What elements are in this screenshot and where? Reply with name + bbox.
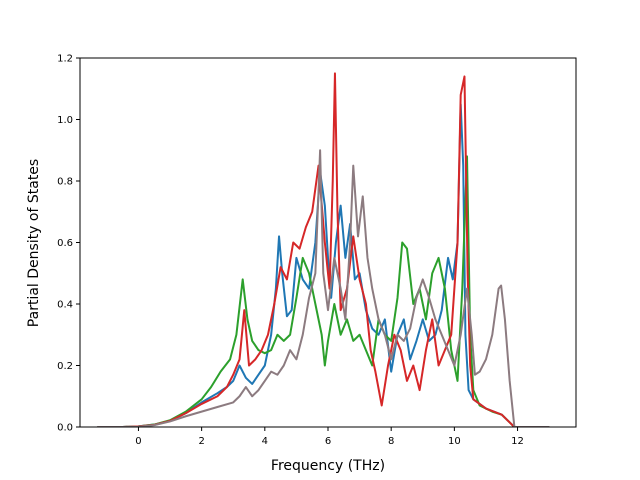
x-tick-label: 0 bbox=[135, 436, 141, 447]
x-tick-label: 8 bbox=[388, 436, 394, 447]
x-tick-label: 4 bbox=[262, 436, 268, 447]
y-axis: 0.0 0.2 0.4 0.6 0.8 1.0 1.2 bbox=[57, 54, 80, 434]
y-tick-label: 0.4 bbox=[57, 300, 73, 311]
series-layer bbox=[97, 72, 550, 427]
y-tick-label: 1.2 bbox=[57, 54, 73, 65]
x-tick-label: 6 bbox=[325, 436, 331, 447]
series-line-4 bbox=[97, 149, 550, 427]
series-line-3 bbox=[97, 72, 550, 427]
x-axis: 0 2 4 6 8 10 12 bbox=[135, 427, 524, 447]
y-tick-label: 0.8 bbox=[57, 177, 73, 188]
y-tick-label: 1.0 bbox=[57, 115, 73, 126]
y-tick-label: 0.2 bbox=[57, 361, 73, 372]
x-axis-label: Frequency (THz) bbox=[271, 458, 385, 474]
y-tick-label: 0.6 bbox=[57, 238, 73, 249]
y-tick-label: 0.0 bbox=[57, 423, 73, 434]
x-tick-label: 2 bbox=[198, 436, 204, 447]
x-tick-label: 12 bbox=[511, 436, 524, 447]
x-tick-label: 10 bbox=[448, 436, 461, 447]
y-axis-label: Partial Density of States bbox=[26, 159, 42, 327]
